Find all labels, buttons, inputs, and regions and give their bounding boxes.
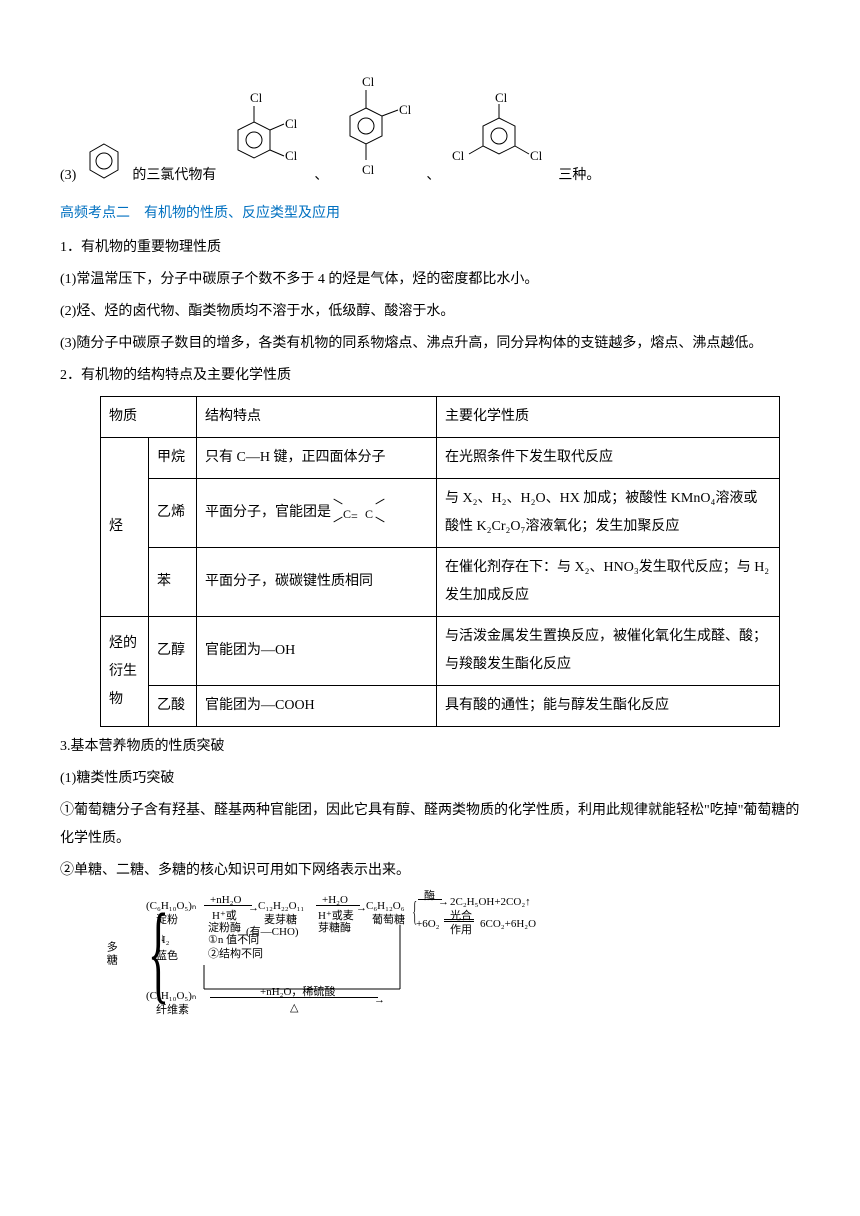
cell-sub: 乙酸 [149,686,197,727]
cell-prop: 与活泼金属发生置换反应，被催化氧化生成醛、酸；与羧酸发生酯化反应 [437,617,780,686]
cell-sf: 平面分子，碳碳键性质相同 [197,548,437,617]
prefix: (3) [60,162,76,190]
cell-prop: 具有酸的通性；能与醇发生酯化反应 [437,686,780,727]
svg-text:Cl: Cl [452,148,465,163]
text1: 的三氯代物有 [132,162,216,190]
th-substance: 物质 [101,397,197,438]
table-row: 烃的衍生物 乙醇 官能团为—OH 与活泼金属发生置换反应，被催化氧化生成醛、酸；… [101,617,780,686]
table-row: 乙烯 平面分子，官能团是 C = C 与 X₂、H₂、H₂O、HX 加成；被酸性… [101,479,780,548]
p1-1: (1)常温常压下，分子中碳原子个数不多于 4 的烃是气体，烃的密度都比水小。 [60,266,800,294]
sugar-network-diagram: 多糖 { (C₆H₁₀O₅)ₙ 淀粉 I₂ ↓ 蓝色 (C₆H₁₀O₅)ₙ 纤维… [100,893,580,1023]
cell-sub: 乙烯 [149,479,197,548]
sep1: 、 [314,162,328,190]
th-property: 主要化学性质 [437,397,780,438]
cell-prop: 在催化剂存在下：与 X₂、HNO₃发生取代反应；与 H₂发生加成反应 [437,548,780,617]
trichloro-3-icon: Cl Cl Cl [444,90,554,190]
p1-3: (3)随分子中碳原子数目的增多，各类有机物的同系物熔点、沸点升高，同分异构体的支… [60,330,800,358]
sep2: 、 [426,162,440,190]
svg-text:Cl: Cl [399,102,412,117]
svg-text:Cl: Cl [530,148,543,163]
cell-sf: 官能团为—OH [197,617,437,686]
text2: 三种。 [558,162,600,190]
c-double-c-icon: C = C [331,493,389,533]
cell-prop: 与 X₂、H₂、H₂O、HX 加成；被酸性 KMnO₄溶液或酸性 K₂Cr₂O₇… [437,479,780,548]
cell-sub: 苯 [149,548,197,617]
p3-2: ①葡萄糖分子含有羟基、醛基两种官能团，因此它具有醇、醛两类物质的化学性质，利用此… [60,797,800,853]
cell-sub: 乙醇 [149,617,197,686]
cell-sub: 甲烷 [149,438,197,479]
benzene-icon [80,130,128,190]
sf-text: 平面分子，官能团是 [205,499,331,527]
cell-sf: 官能团为—COOH [197,686,437,727]
group-hydrocarbon: 烃 [101,438,149,617]
p2: 2．有机物的结构特点及主要化学性质 [60,362,800,390]
p1: 1．有机物的重要物理性质 [60,234,800,262]
cell-sf: 平面分子，官能团是 C = C [197,479,437,548]
table-row: 苯 平面分子，碳碳键性质相同 在催化剂存在下：与 X₂、HNO₃发生取代反应；与… [101,548,780,617]
group-deriv: 烃的衍生物 [101,617,149,727]
trichloro-2-icon: Cl Cl Cl [332,60,422,190]
section-heading: 高频考点二 有机物的性质、反应类型及应用 [60,200,800,228]
trichloro-1-icon: Cl Cl Cl [220,80,310,190]
cell-sf: 只有 C—H 键，正四面体分子 [197,438,437,479]
svg-text:Cl: Cl [285,116,298,131]
svg-text:Cl: Cl [495,90,508,105]
svg-text:Cl: Cl [285,148,298,163]
cell-prop: 在光照条件下发生取代反应 [437,438,780,479]
table-row: 乙酸 官能团为—COOH 具有酸的通性；能与醇发生酯化反应 [101,686,780,727]
p3-3: ②单糖、二糖、多糖的核心知识可用如下网络表示出来。 [60,857,800,885]
properties-table: 物质 结构特点 主要化学性质 烃 甲烷 只有 C—H 键，正四面体分子 在光照条… [100,396,780,727]
svg-text:Cl: Cl [362,162,375,177]
svg-text:Cl: Cl [362,74,375,89]
p3-1: (1)糖类性质巧突破 [60,765,800,793]
th-structure: 结构特点 [197,397,437,438]
table-row: 烃 甲烷 只有 C—H 键，正四面体分子 在光照条件下发生取代反应 [101,438,780,479]
p1-2: (2)烃、烃的卤代物、酯类物质均不溶于水，低级醇、酸溶于水。 [60,298,800,326]
connector-lines-icon [100,893,580,1023]
svg-text:Cl: Cl [250,90,263,105]
table-header-row: 物质 结构特点 主要化学性质 [101,397,780,438]
p3: 3.基本营养物质的性质突破 [60,733,800,761]
trichloro-line: (3) 的三氯代物有 Cl Cl Cl 、 Cl Cl Cl 、 Cl [60,60,800,190]
